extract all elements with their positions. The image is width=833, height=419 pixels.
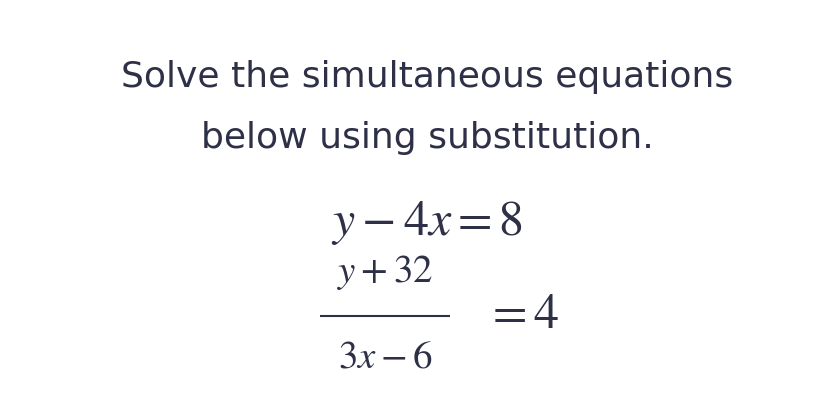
- Text: Solve the simultaneous equations: Solve the simultaneous equations: [121, 60, 733, 94]
- Text: $y + 32$: $y + 32$: [337, 253, 433, 292]
- Text: $3x - 6$: $3x - 6$: [337, 341, 432, 375]
- Text: $= 4$: $= 4$: [485, 294, 559, 339]
- Text: below using substitution.: below using substitution.: [201, 121, 653, 155]
- Text: $y - 4x = 8$: $y - 4x = 8$: [331, 199, 523, 247]
